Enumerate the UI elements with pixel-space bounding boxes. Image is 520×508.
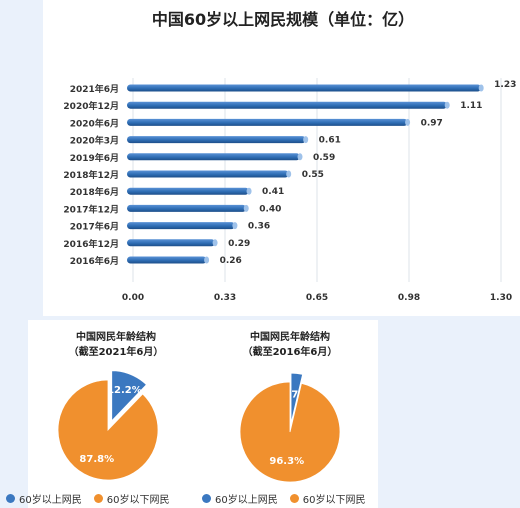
bar-end-cap	[405, 118, 411, 126]
bar	[127, 204, 247, 212]
x-tick-label: 0.00	[122, 293, 144, 303]
legend-item-under60: 60岁以下网民	[289, 491, 366, 506]
bar	[127, 136, 306, 144]
bar-value-label: 0.59	[313, 153, 335, 163]
pie-subtitle: （截至2016年6月）	[243, 345, 338, 358]
legend-label-over60: 60岁以上网民	[19, 494, 82, 506]
pie-value-label: 3.7%	[281, 389, 309, 400]
pie-slice	[111, 370, 147, 422]
pie-legend-2016: 60岁以上网民 60岁以下网民	[202, 490, 377, 506]
pie-slice	[57, 379, 159, 481]
legend-label-under60: 60岁以下网民	[106, 494, 170, 506]
pie-slice	[239, 381, 341, 483]
pie-slice	[290, 372, 304, 424]
bar-value-label: 0.26	[220, 256, 242, 266]
y-category-label: 2019年6月	[70, 152, 119, 164]
x-tick-label: 1.30	[490, 293, 512, 303]
bar-end-cap	[303, 136, 309, 144]
legend-swatch-over60	[202, 493, 211, 503]
bar-end-cap	[204, 256, 210, 264]
bar-value-label: 1.11	[460, 101, 482, 111]
chart-title: 中国60岁以上网民规模（单位：亿）	[152, 10, 414, 29]
y-category-label: 2021年6月	[70, 83, 119, 95]
pie-title: 中国网民年龄结构	[76, 330, 156, 343]
pie-legend-2021: 60岁以上网民 60岁以下网民	[6, 490, 181, 506]
legend-item-over60: 60岁以上网民	[202, 491, 278, 506]
pie-chart-2021-panel: 中国网民年龄结构 （截至2021年6月） 12.2% 87.8%	[28, 320, 204, 508]
bar-chart-panel: 中国60岁以上网民规模（单位：亿） 0.00 0.33 0.65 0.98 1.30 201…	[43, 0, 520, 316]
bar-value-label: 0.40	[259, 204, 281, 214]
y-category-label: 2016年6月	[70, 255, 119, 267]
bar-value-label: 0.61	[319, 136, 341, 146]
bar	[127, 170, 289, 178]
legend-swatch-over60	[6, 493, 15, 503]
bar-end-cap	[286, 170, 292, 178]
legend-label-under60: 60岁以下网民	[302, 494, 366, 506]
bar-value-label: 0.29	[228, 239, 250, 249]
pie-value-label: 96.3%	[269, 456, 304, 467]
bar-value-label: 0.55	[302, 170, 324, 180]
y-category-label: 2017年6月	[70, 221, 119, 233]
bar	[127, 84, 482, 92]
legend-item-over60: 60岁以上网民	[6, 491, 82, 506]
bar-end-cap	[212, 239, 218, 247]
bar-end-cap	[478, 84, 484, 92]
legend-label-over60: 60岁以上网民	[215, 494, 278, 506]
pie-chart-2021: 中国网民年龄结构 （截至2021年6月） 12.2% 87.8%	[57, 330, 164, 481]
bar-end-cap	[232, 222, 238, 230]
legend-item-under60: 60岁以下网民	[93, 491, 170, 506]
y-category-label: 2020年12月	[63, 100, 119, 112]
bar-end-cap	[243, 204, 249, 212]
bar	[127, 256, 207, 264]
bar-end-cap	[297, 153, 303, 161]
y-category-label: 2020年6月	[70, 117, 119, 129]
pie-title: 中国网民年龄结构	[250, 330, 330, 343]
pie-chart-2016: 中国网民年龄结构 （截至2016年6月） 3.7% 96.3%	[239, 330, 341, 483]
bar	[127, 239, 216, 247]
x-tick-label: 0.98	[398, 293, 420, 303]
pie-subtitle: （截至2021年6月）	[69, 345, 164, 358]
bar-value-label: 0.41	[262, 187, 284, 197]
bar-value-label: 1.23	[494, 80, 516, 90]
bar	[127, 118, 408, 126]
bar-value-label: 0.97	[421, 118, 443, 128]
y-category-label: 2017年12月	[63, 203, 119, 215]
pie-value-label: 87.8%	[79, 454, 114, 465]
bar	[127, 101, 448, 109]
legend-swatch-under60	[289, 493, 299, 503]
x-tick-label: 0.33	[214, 293, 236, 303]
y-category-label: 2018年6月	[70, 186, 119, 198]
bar-chart: 中国60岁以上网民规模（单位：亿） 0.00 0.33 0.65 0.98 1.30 201…	[63, 10, 516, 303]
x-tick-label: 0.65	[306, 293, 328, 303]
bar-value-label: 0.36	[248, 222, 270, 232]
pie-chart-2016-panel: 中国网民年龄结构 （截至2016年6月） 3.7% 96.3%	[202, 320, 378, 508]
bar	[127, 222, 235, 230]
bar	[127, 187, 250, 195]
bar-end-cap	[444, 101, 450, 109]
legend-swatch-under60	[93, 493, 103, 503]
y-category-label: 2020年3月	[70, 135, 119, 147]
y-category-label: 2018年12月	[63, 169, 119, 181]
bar	[127, 153, 301, 161]
pie-value-label: 12.2%	[107, 385, 142, 396]
y-category-label: 2016年12月	[63, 238, 119, 250]
bar-end-cap	[246, 187, 252, 195]
